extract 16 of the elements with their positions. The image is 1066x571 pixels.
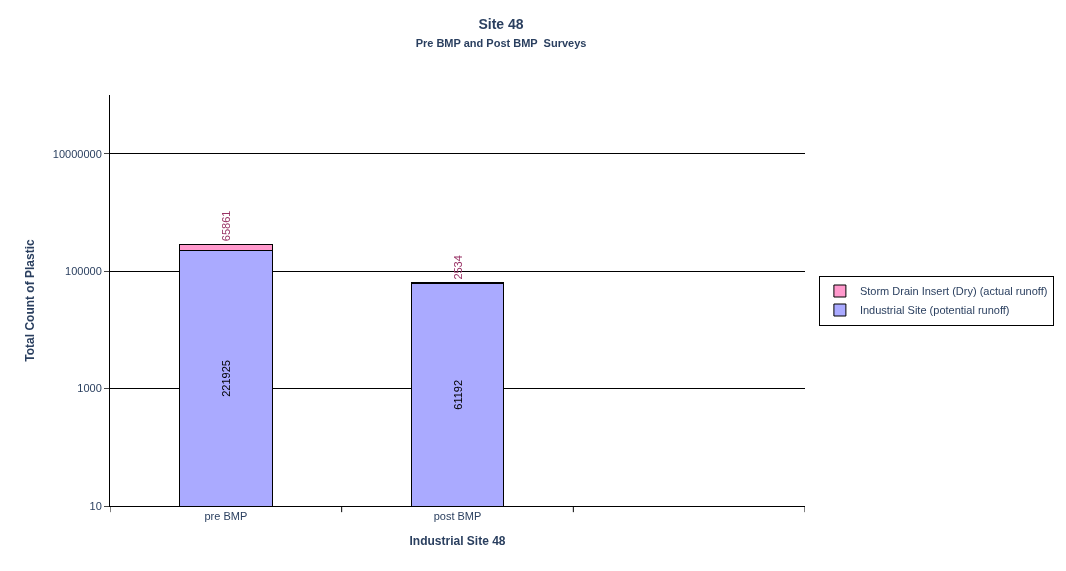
- x-tick-label: pre BMP: [204, 510, 248, 523]
- data-label: 221925: [219, 360, 232, 397]
- y-tick-label: 100000: [65, 264, 102, 277]
- legend-label: Industrial Site (potential runoff): [859, 304, 1010, 317]
- data-label: 65861: [219, 210, 232, 242]
- data-label: 61192: [451, 379, 464, 410]
- y-tick-label: 10: [89, 499, 102, 512]
- legend-label: Storm Drain Insert (Dry) (actual runoff): [859, 285, 1048, 298]
- x-tick-label: post BMP: [433, 510, 482, 523]
- x-axis-title: Industrial Site 48: [409, 534, 506, 549]
- chart-title: Site 48: [478, 15, 524, 32]
- chart-subtitle: Pre BMP and Post BMP Surveys: [415, 36, 587, 49]
- data-label: 2534: [451, 255, 464, 280]
- y-tick-label: 1000: [77, 382, 102, 395]
- y-axis-title: Total Count of Plastic: [23, 238, 38, 362]
- y-tick-label: 10000000: [52, 147, 102, 160]
